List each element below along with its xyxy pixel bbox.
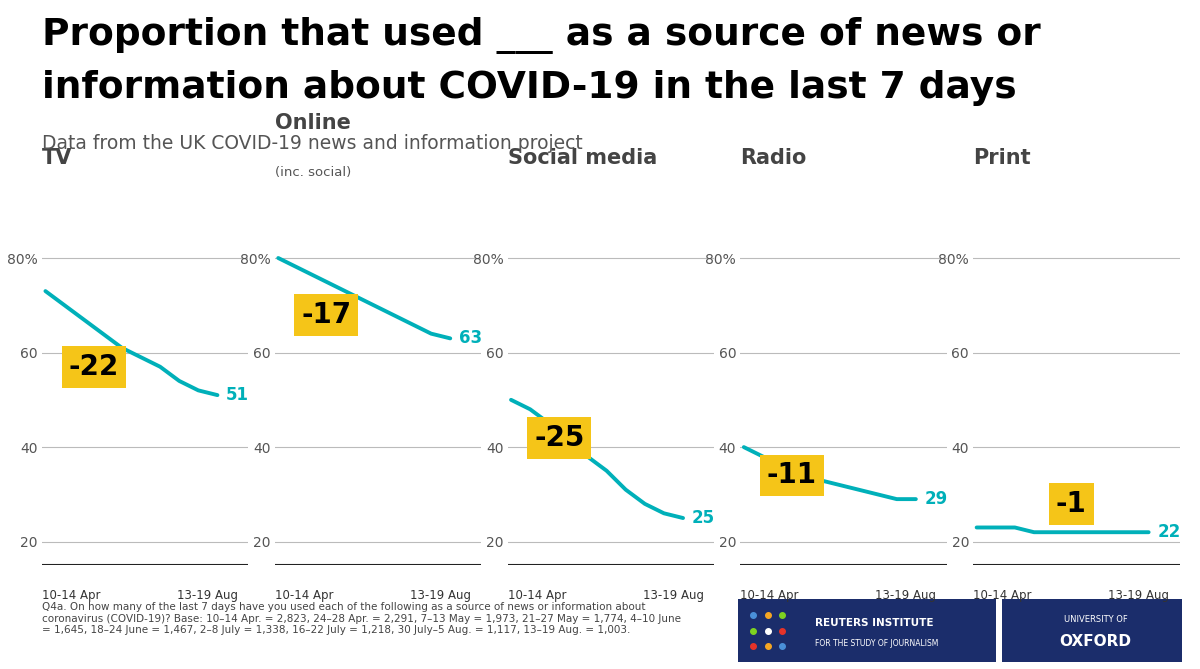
Text: information about COVID-19 in the last 7 days: information about COVID-19 in the last 7… — [42, 70, 1016, 106]
Text: -17: -17 — [301, 301, 352, 328]
Text: 13-19 Aug: 13-19 Aug — [643, 589, 703, 601]
Text: 10-14 Apr: 10-14 Apr — [508, 589, 566, 601]
Text: Data from the UK COVID-19 news and information project: Data from the UK COVID-19 news and infor… — [42, 134, 583, 153]
Text: Online: Online — [275, 113, 350, 132]
Text: 51: 51 — [226, 386, 250, 404]
Text: 10-14 Apr: 10-14 Apr — [42, 589, 101, 601]
Text: 13-19 Aug: 13-19 Aug — [410, 589, 470, 601]
Text: Radio: Radio — [740, 149, 806, 168]
Text: 13-19 Aug: 13-19 Aug — [876, 589, 936, 601]
Text: Q4a. On how many of the last 7 days have you used each of the following as a sou: Q4a. On how many of the last 7 days have… — [42, 602, 682, 636]
Text: TV: TV — [42, 149, 72, 168]
Text: Proportion that used ___ as a source of news or: Proportion that used ___ as a source of … — [42, 17, 1040, 54]
Text: 13-19 Aug: 13-19 Aug — [178, 589, 238, 601]
Text: 10-14 Apr: 10-14 Apr — [973, 589, 1032, 601]
Text: 10-14 Apr: 10-14 Apr — [275, 589, 334, 601]
Text: 22: 22 — [1157, 523, 1181, 541]
Text: OXFORD: OXFORD — [1060, 634, 1132, 650]
Text: -22: -22 — [68, 353, 119, 381]
Text: FOR THE STUDY OF JOURNALISM: FOR THE STUDY OF JOURNALISM — [816, 639, 938, 648]
Text: 25: 25 — [691, 509, 715, 527]
Text: REUTERS INSTITUTE: REUTERS INSTITUTE — [816, 618, 934, 628]
Text: 10-14 Apr: 10-14 Apr — [740, 589, 799, 601]
Text: -25: -25 — [534, 423, 584, 452]
Text: 63: 63 — [458, 329, 482, 347]
Text: Print: Print — [973, 149, 1031, 168]
Text: (inc. social): (inc. social) — [275, 166, 352, 179]
Text: 29: 29 — [924, 490, 948, 508]
Text: 13-19 Aug: 13-19 Aug — [1109, 589, 1169, 601]
Text: -11: -11 — [767, 462, 817, 490]
Text: UNIVERSITY OF: UNIVERSITY OF — [1063, 615, 1128, 624]
Text: -1: -1 — [1056, 490, 1087, 518]
Text: Social media: Social media — [508, 149, 656, 168]
